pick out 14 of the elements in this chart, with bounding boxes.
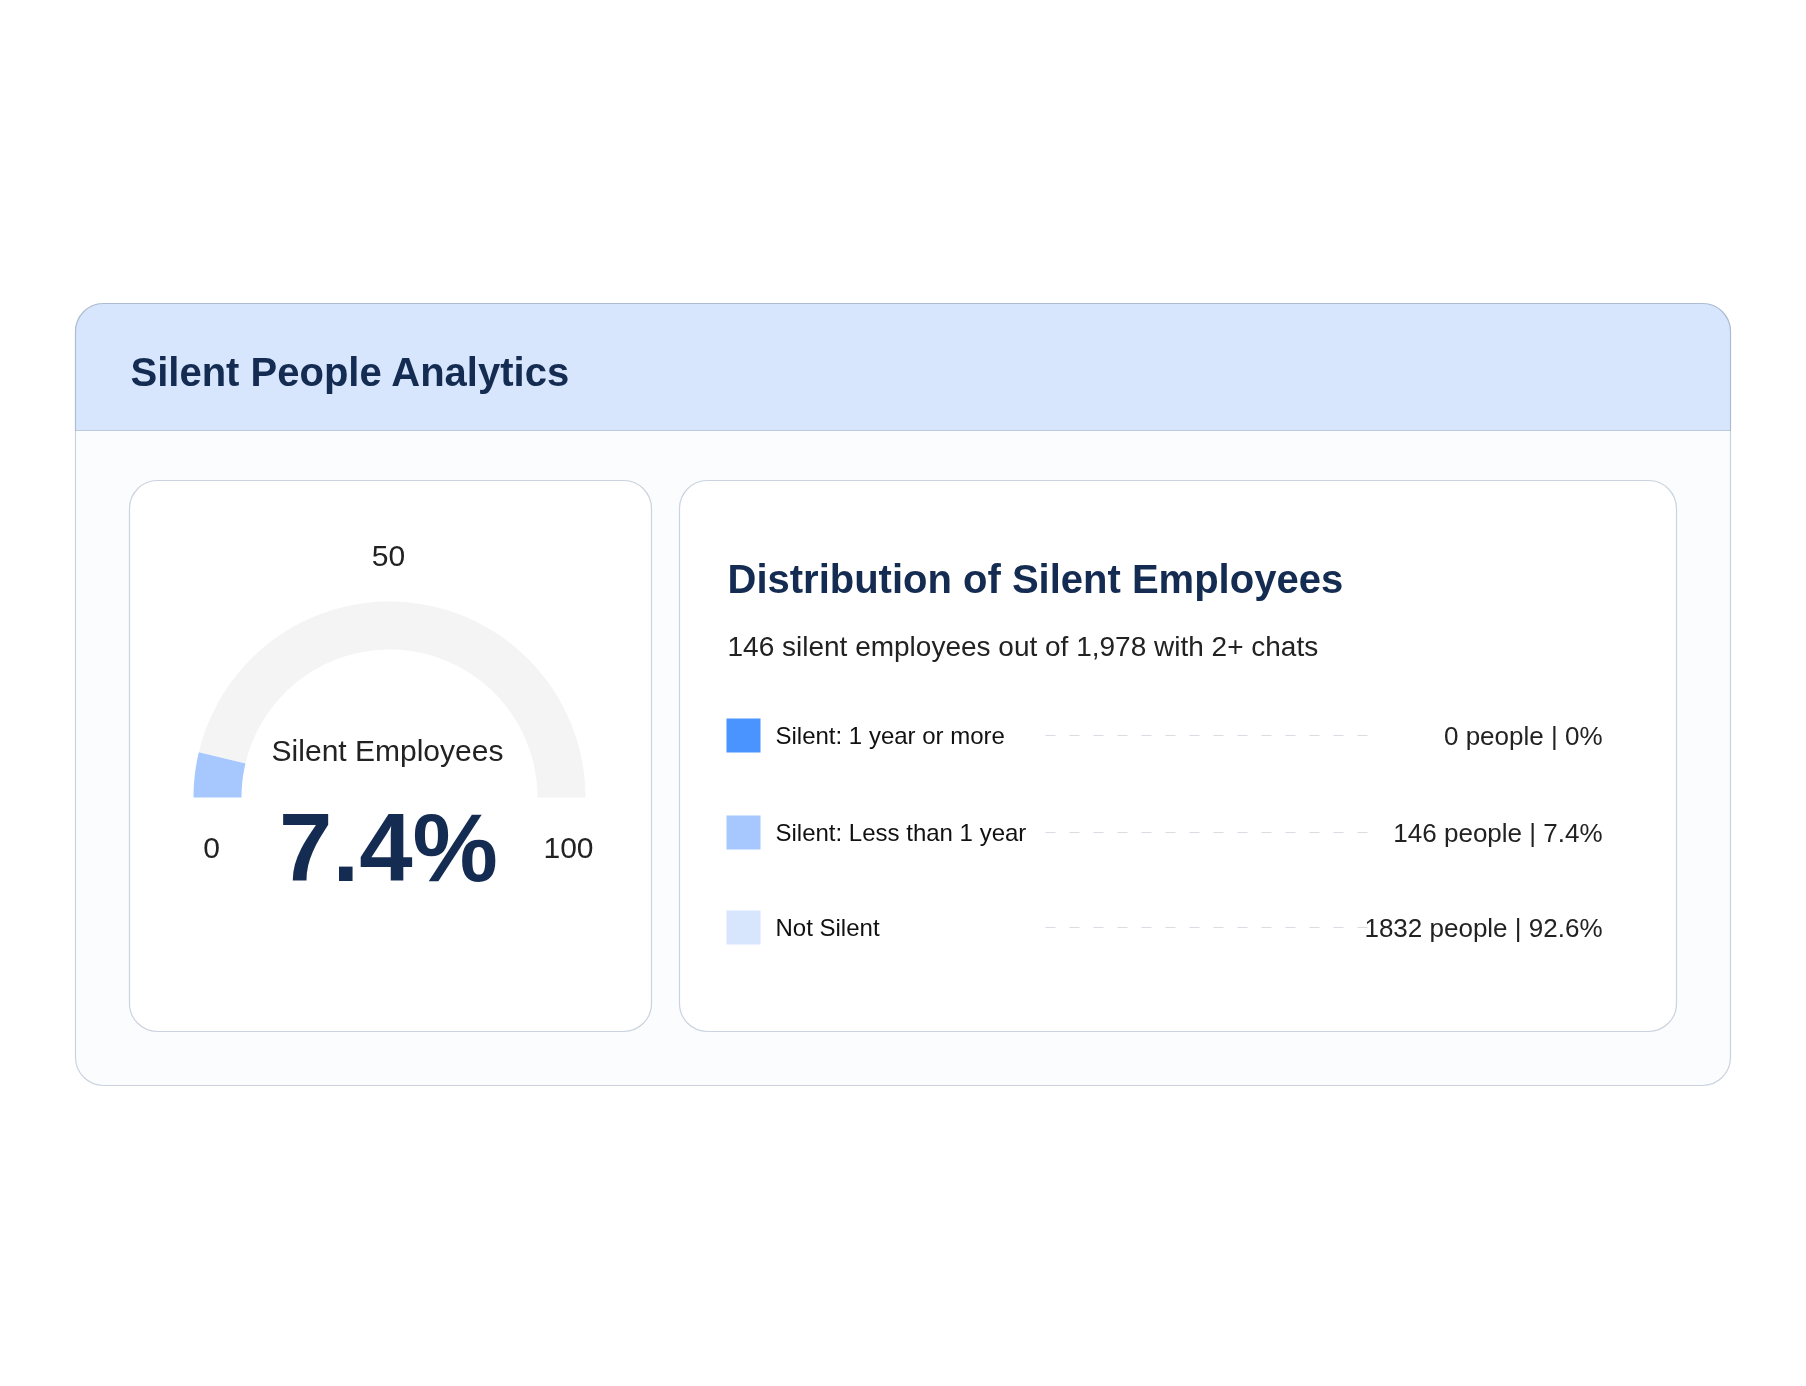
text: 146 people | 7.4%: [1393, 817, 1603, 848]
text: Silent People Analytics: [130, 349, 570, 394]
category-label: Not Silent: [775, 914, 880, 941]
text: 146 silent employees out of 1,978 with 2+ chats: [727, 631, 1319, 662]
text: Distribution of Silent Employees: [727, 556, 1344, 601]
text: 0 people | 0%: [1443, 720, 1603, 751]
text: 1832 people | 92.6%: [1364, 912, 1603, 943]
category-label: Silent: Less than 1 year: [775, 819, 1027, 846]
category-label: Silent: 1 year or more: [775, 722, 1005, 749]
text: 7.4%: [279, 794, 498, 901]
text: 100: [543, 830, 594, 864]
text: Silent Employees: [271, 734, 504, 767]
text: 50: [371, 538, 406, 572]
text: 0: [203, 830, 220, 864]
